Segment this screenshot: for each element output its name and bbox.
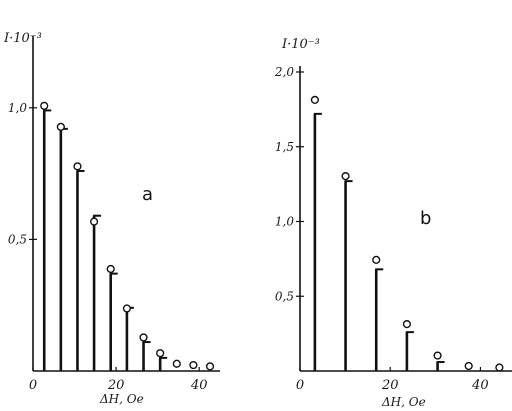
chart-panel-a: 0,5 1,0 0 20 40 I·10⁻³ ΔH, Oe a [3, 31, 220, 406]
data-point [172, 359, 181, 368]
data-point [402, 320, 412, 329]
y-tick-label: 0,5 [275, 289, 294, 303]
data-point [310, 95, 319, 105]
data-point [122, 304, 132, 313]
data-point [139, 333, 148, 342]
x-tick-label: 40 [190, 378, 208, 393]
data-point [372, 255, 381, 264]
y-tick-label: 2,0 [274, 65, 294, 79]
x-axis-label: ΔH, Oe [99, 392, 144, 406]
y-axis-label: I·10⁻³ [3, 31, 42, 46]
data-point [40, 101, 49, 110]
data-point [73, 162, 82, 171]
data-point [464, 361, 473, 371]
data-point [189, 360, 198, 370]
data-point [156, 349, 165, 358]
panel-label: b [420, 208, 431, 229]
data-point [205, 362, 215, 371]
data-point [495, 363, 504, 372]
data-point [56, 122, 65, 131]
data-point [106, 264, 115, 274]
x-tick-label: 20 [107, 378, 125, 393]
panel-label: a [142, 184, 153, 205]
y-tick-label: 0,5 [8, 232, 27, 246]
data-point [433, 351, 442, 360]
x-tick-label: 40 [471, 378, 489, 393]
data-point [341, 172, 350, 181]
x-axis-label: ΔH, Oe [381, 395, 426, 409]
y-axis-label: I·10⁻³ [281, 37, 320, 52]
y-tick-label: 1,0 [8, 101, 27, 115]
x-tick-label: 0 [29, 378, 37, 393]
x-tick-label: 0 [296, 378, 304, 393]
x-tick-label: 20 [381, 378, 399, 393]
chart-panel-b: 0,5 1,0 1,5 2,0 0 20 40 I·10⁻³ ΔH, Oe b [274, 37, 512, 409]
y-tick-label: 1,0 [275, 215, 294, 229]
data-point [89, 217, 99, 226]
y-tick-label: 1,5 [275, 140, 294, 154]
